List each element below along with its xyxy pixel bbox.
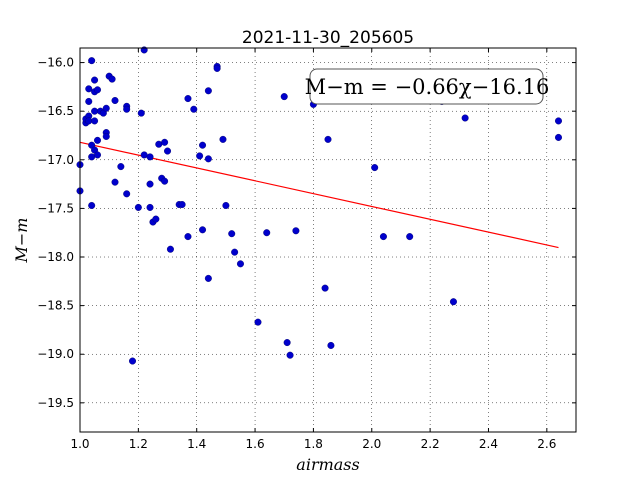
data-point [164, 147, 172, 155]
data-point [140, 151, 148, 159]
data-point [554, 133, 562, 141]
y-tick-label: −17.0 [37, 153, 74, 167]
data-point [129, 357, 137, 365]
data-point [137, 109, 145, 117]
data-point [219, 135, 227, 143]
data-point [222, 201, 230, 209]
data-point [117, 163, 125, 171]
data-point [91, 76, 99, 84]
y-tick-label: −16.0 [37, 56, 74, 70]
data-point [283, 339, 291, 347]
data-point [204, 87, 212, 95]
data-points [76, 46, 562, 365]
data-point [254, 318, 262, 326]
data-point [406, 233, 414, 241]
data-point [94, 151, 102, 159]
data-point [379, 233, 387, 241]
x-tick-label: 1.4 [187, 437, 206, 451]
data-point [321, 284, 329, 292]
data-point [85, 85, 93, 93]
data-point [146, 203, 154, 211]
fit-line-group [79, 141, 559, 249]
data-point [134, 203, 142, 211]
data-point [184, 95, 192, 103]
x-axis-label: airmass [296, 455, 359, 474]
data-point [146, 180, 154, 188]
data-point [91, 107, 99, 115]
data-point [184, 233, 192, 241]
data-point [236, 260, 244, 268]
data-point [204, 155, 212, 163]
y-tick-label: −18.0 [37, 250, 74, 264]
data-point [94, 136, 102, 144]
data-point [327, 341, 335, 349]
data-point [108, 75, 116, 83]
data-point [190, 105, 198, 113]
data-point [324, 135, 332, 143]
data-point [91, 117, 99, 125]
chart-title: 2021-11-30_205605 [242, 28, 414, 48]
data-point [178, 201, 186, 209]
data-point [161, 177, 169, 185]
data-point [231, 248, 239, 256]
y-tick-label: −17.5 [37, 201, 74, 215]
data-point [123, 105, 131, 113]
plot-area [80, 48, 576, 432]
data-point [111, 178, 119, 186]
data-point [286, 351, 294, 359]
fit-equation: M−m = −0.66χ−16.16 [305, 75, 550, 99]
data-point [461, 114, 469, 122]
grid [79, 48, 576, 432]
data-point [280, 93, 288, 101]
x-tick-label: 2.0 [362, 437, 381, 451]
data-point [123, 190, 131, 198]
ticks: 1.0 1.2 1.4 1.6 1.8 2.0 2.2 2.4 2.6 −16.0 −16.5 −17… [37, 48, 576, 451]
y-axis-label: M−m [12, 218, 31, 264]
x-tick-label: 2.4 [479, 437, 498, 451]
data-point [228, 230, 236, 238]
fit-line [79, 141, 559, 249]
data-point [204, 274, 212, 282]
data-point [88, 201, 96, 209]
data-point [155, 140, 163, 148]
data-point [146, 153, 154, 161]
data-point [88, 153, 96, 161]
data-point [554, 117, 562, 125]
annotation-box: M−m = −0.66χ−16.16 [305, 68, 550, 105]
x-tick-label: 1.0 [70, 437, 89, 451]
data-point [166, 245, 174, 253]
data-point [85, 97, 93, 105]
annotation-frame [309, 68, 544, 105]
y-tick-label: −16.5 [37, 104, 74, 118]
data-point [196, 152, 204, 160]
data-point [85, 117, 93, 125]
data-point [371, 164, 379, 172]
y-tick-label: −19.5 [37, 396, 74, 410]
data-point [292, 227, 300, 235]
x-tick-label: 1.2 [129, 437, 148, 451]
data-point [102, 132, 110, 140]
data-point [88, 57, 96, 65]
data-point [111, 96, 119, 104]
x-tick-label: 2.2 [421, 437, 440, 451]
data-point [161, 138, 169, 146]
x-tick-label: 1.6 [246, 437, 265, 451]
data-point [449, 298, 457, 306]
data-point [94, 86, 102, 94]
y-tick-label: −19.0 [37, 347, 74, 361]
data-point [152, 215, 160, 223]
data-point [102, 104, 110, 112]
data-point [199, 226, 207, 234]
x-tick-label: 2.6 [537, 437, 556, 451]
x-tick-label: 1.8 [304, 437, 323, 451]
y-tick-label: −18.5 [37, 299, 74, 313]
data-point [199, 141, 207, 149]
data-point [213, 64, 221, 72]
data-point [263, 229, 271, 237]
plot-frame [79, 47, 577, 433]
